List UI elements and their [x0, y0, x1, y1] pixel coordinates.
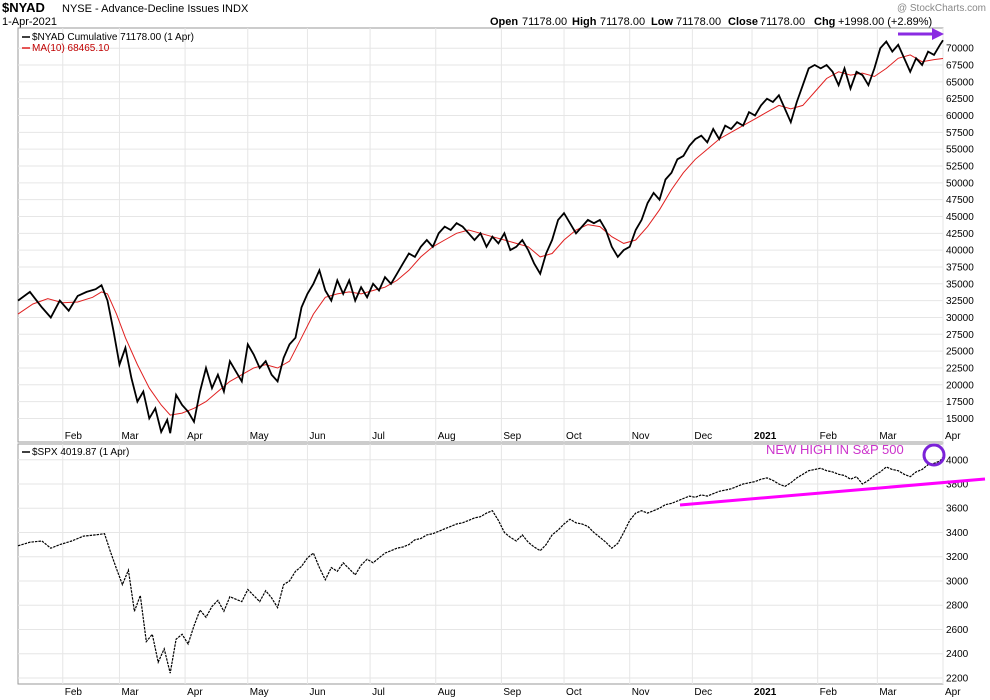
y-tick-label: 62500	[946, 94, 974, 105]
x-tick-label: Mar	[879, 431, 897, 442]
x-tick-label: Aug	[438, 687, 456, 698]
x-tick-label: Dec	[694, 431, 712, 442]
x-tick-label: Jun	[309, 687, 325, 698]
y-tick-label: 2600	[946, 625, 969, 636]
y-tick-label: 3600	[946, 504, 969, 515]
x-tick-label: Apr	[187, 431, 203, 442]
y-tick-label: 27500	[946, 330, 974, 341]
y-tick-label: 3200	[946, 552, 969, 563]
y-tick-label: 37500	[946, 262, 974, 273]
x-tick-label: Jul	[372, 687, 385, 698]
bottom-panel-frame	[17, 443, 944, 685]
bottom-panel-x-axis: Feb Mar Apr May Jun Jul Aug Sep Oct Nov Dec 2021 Feb…	[65, 687, 961, 698]
x-tick-label: Nov	[632, 687, 650, 698]
y-tick-label: 15000	[946, 414, 974, 425]
y-tick-label: 4000	[946, 455, 969, 466]
x-tick-label: Dec	[694, 687, 712, 698]
x-tick-label: Apr	[945, 687, 961, 698]
x-tick-label: Feb	[65, 431, 83, 442]
open-label: Open	[490, 16, 518, 28]
x-tick-label: Apr	[945, 431, 961, 442]
y-tick-label: 47500	[946, 195, 974, 206]
y-tick-label: 3400	[946, 528, 969, 539]
y-tick-label: 57500	[946, 128, 974, 139]
x-tick-label: 2021	[754, 431, 777, 442]
chg-value: +1998.00 (+2.89%)	[838, 16, 932, 28]
new-high-circle	[922, 443, 946, 467]
y-tick-label: 50000	[946, 178, 974, 189]
x-tick-label: Mar	[879, 687, 897, 698]
symbol-title: $NYAD	[2, 0, 45, 15]
close-label: Close	[728, 16, 758, 28]
nyad-legend-label: $NYAD Cumulative 71178.00 (1 Apr)	[32, 32, 194, 43]
x-tick-label: May	[250, 431, 269, 442]
y-tick-label: 65000	[946, 77, 974, 88]
x-tick-label: Sep	[503, 431, 521, 442]
y-tick-label: 60000	[946, 111, 974, 122]
chg-label: Chg	[814, 16, 835, 28]
y-tick-label: 20000	[946, 380, 974, 391]
top-panel-grid	[18, 28, 944, 442]
open-value: 71178.00	[522, 16, 567, 28]
x-tick-label: 2021	[754, 687, 777, 698]
top-legend: $NYAD Cumulative 71178.00 (1 Apr) MA(10)…	[22, 32, 194, 54]
high-label: High	[572, 16, 597, 28]
exchange-description: NYSE - Advance-Decline Issues	[62, 3, 220, 15]
y-tick-label: 42500	[946, 229, 974, 240]
y-tick-label: 2400	[946, 649, 969, 660]
x-tick-label: Jun	[309, 431, 325, 442]
spx-support-trendline	[679, 477, 986, 507]
y-tick-label: 45000	[946, 212, 974, 223]
index-tag: INDX	[222, 3, 249, 15]
y-tick-label: 3800	[946, 480, 969, 491]
x-tick-label: Sep	[503, 687, 521, 698]
bottom-legend: $SPX 4019.87 (1 Apr)	[22, 447, 129, 458]
y-tick-label: 70000	[946, 44, 974, 55]
new-high-arrow	[898, 28, 944, 40]
chart-date: 1-Apr-2021	[2, 16, 57, 28]
top-panel-x-axis: Feb Mar Apr May Jun Jul Aug Sep Oct Nov Dec 2021 Feb…	[65, 431, 961, 442]
y-tick-label: 25000	[946, 347, 974, 358]
y-tick-label: 40000	[946, 246, 974, 257]
nyad-cumulative-line	[17, 39, 944, 435]
x-tick-label: Aug	[438, 431, 456, 442]
x-tick-label: Jul	[372, 431, 385, 442]
new-high-annotation: NEW HIGH IN S&P 500	[766, 442, 904, 457]
spx-price-line	[17, 456, 944, 674]
y-tick-label: 55000	[946, 145, 974, 156]
close-value: 71178.00	[760, 16, 805, 28]
x-tick-label: May	[250, 687, 269, 698]
bottom-panel-grid	[18, 444, 944, 684]
x-tick-label: Feb	[820, 687, 838, 698]
spx-legend-label: $SPX 4019.87 (1 Apr)	[32, 447, 129, 458]
x-tick-label: Mar	[121, 687, 139, 698]
y-tick-label: 17500	[946, 397, 974, 408]
ma-legend-label: MA(10) 68465.10	[32, 43, 110, 54]
y-tick-label: 22500	[946, 363, 974, 374]
y-tick-label: 30000	[946, 313, 974, 324]
x-tick-label: Feb	[65, 687, 83, 698]
source-credit: @ StockCharts.com	[897, 3, 986, 14]
x-tick-label: Oct	[566, 687, 582, 698]
x-tick-label: Feb	[820, 431, 838, 442]
y-tick-label: 2200	[946, 673, 969, 684]
y-tick-label: 2800	[946, 601, 969, 612]
low-value: 71178.00	[676, 16, 721, 28]
bottom-panel-y-axis: 2200 2400 2600 2800 3000 3200 3400 3600 3800 4000	[946, 455, 969, 684]
y-tick-label: 52500	[946, 162, 974, 173]
low-label: Low	[651, 16, 673, 28]
x-tick-label: Mar	[121, 431, 139, 442]
y-tick-label: 32500	[946, 296, 974, 307]
y-tick-label: 67500	[946, 61, 974, 72]
x-tick-label: Apr	[187, 687, 203, 698]
y-tick-label: 3000	[946, 576, 969, 587]
top-panel-y-axis: 15000 17500 20000 22500 25000 27500 30000 32500…	[946, 44, 974, 425]
x-tick-label: Nov	[632, 431, 650, 442]
x-tick-label: Oct	[566, 431, 582, 442]
y-tick-label: 35000	[946, 279, 974, 290]
high-value: 71178.00	[600, 16, 645, 28]
